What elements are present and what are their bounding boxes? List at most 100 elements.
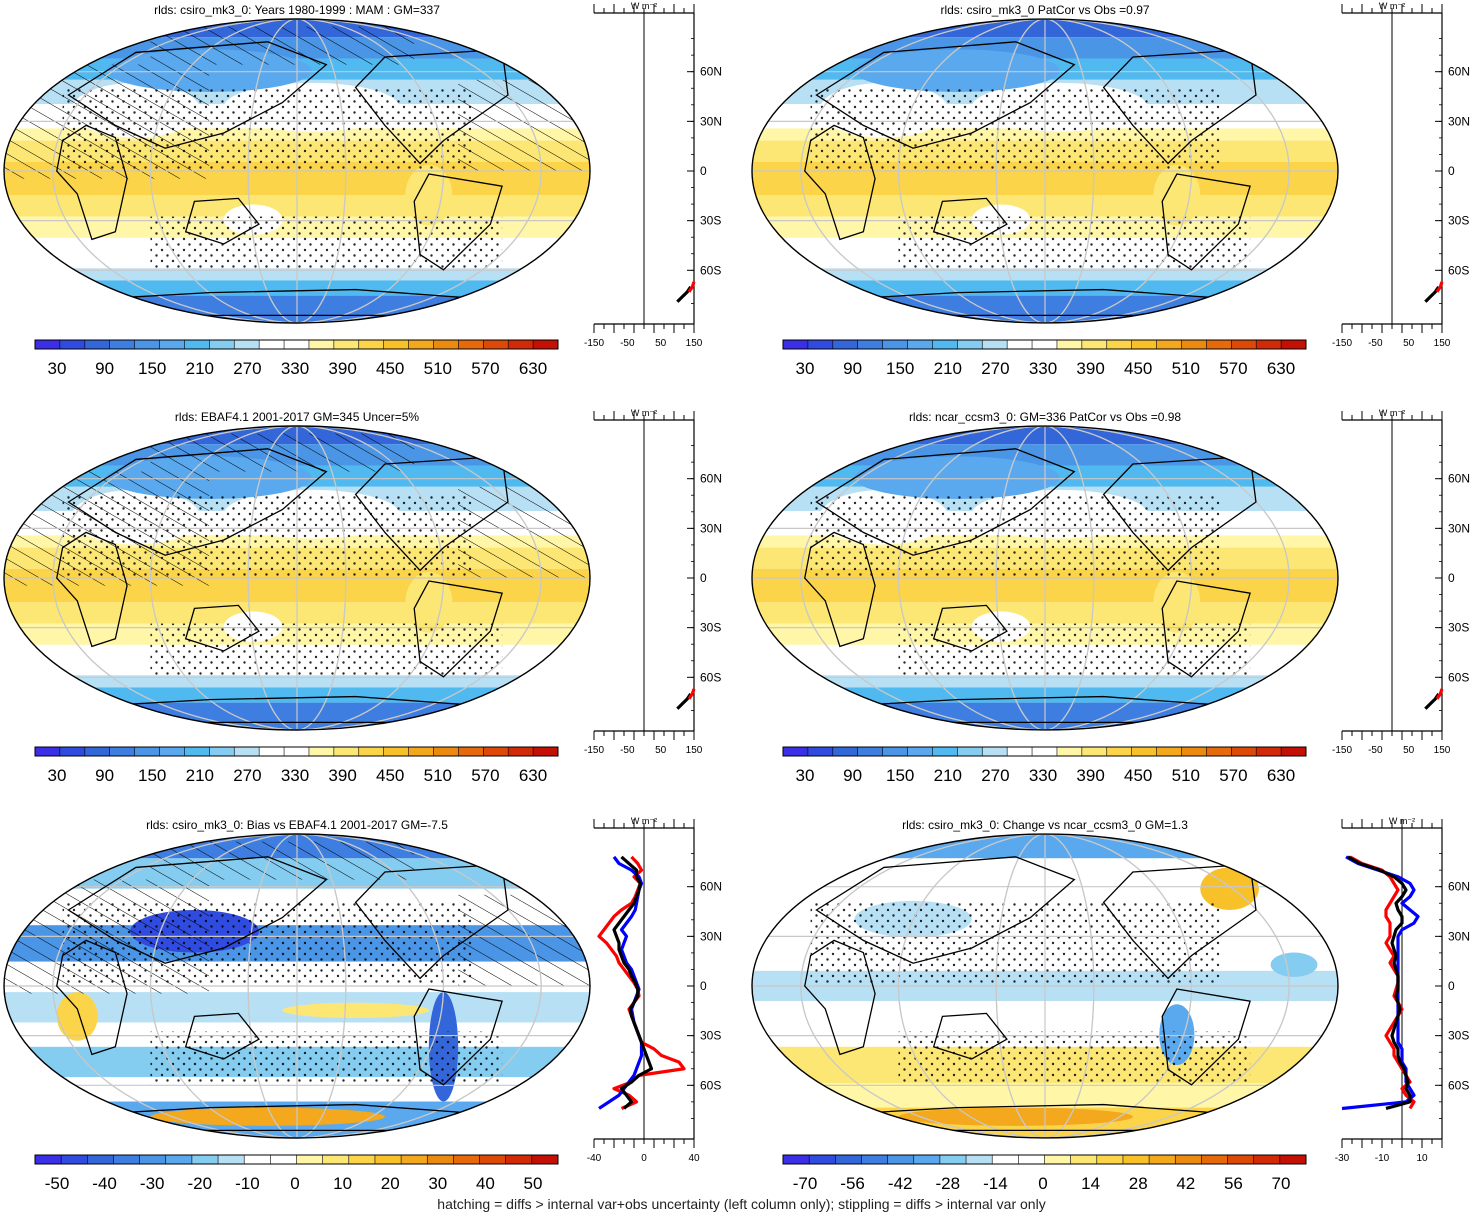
colorbar-swatch xyxy=(1096,1155,1124,1164)
colorbar-swatch xyxy=(191,1155,219,1164)
unit-label: W m⁻² xyxy=(1379,408,1405,418)
colorbar-tick-label: -50 xyxy=(45,1174,70,1193)
colorbar: 30 90 150 210 270 330 390 450 510 570 630 xyxy=(782,746,1307,785)
colorbar: -50 -40 -30 -20 -10 0 10 20 30 40 50 xyxy=(34,1154,559,1193)
colorbar-swatch xyxy=(508,340,534,349)
colorbar: 30 90 150 210 270 330 390 450 510 570 630 xyxy=(34,746,559,785)
colorbar-tick-label: -30 xyxy=(140,1174,165,1193)
colorbar-tick-label: 390 xyxy=(1076,359,1104,378)
colorbar-tick-label: 570 xyxy=(471,766,499,785)
colorbar-tick-label: 570 xyxy=(471,359,499,378)
colorbar-swatch xyxy=(159,747,185,756)
colorbar-swatch xyxy=(939,1155,967,1164)
colorbar-swatch xyxy=(259,747,285,756)
chart-title: rlds: ncar_ccsm3_0: GM=336 PatCor vs Obs… xyxy=(909,410,1181,424)
colorbar-swatch xyxy=(184,747,210,756)
colorbar-swatch xyxy=(433,340,459,349)
map-outline xyxy=(3,833,591,1139)
latitude-tick-label: 0 xyxy=(1448,164,1455,178)
colorbar-swatch xyxy=(139,1155,167,1164)
colorbar-swatch xyxy=(508,747,534,756)
profile-series-line xyxy=(1347,855,1412,1111)
colorbar: -70 -56 -42 -28 -14 0 14 28 42 56 70 xyxy=(782,1154,1307,1193)
colorbar-swatch xyxy=(783,747,809,756)
colorbar-swatch xyxy=(209,340,235,349)
unit-label: W m⁻² xyxy=(631,408,657,418)
latitude-tick-label: 30S xyxy=(700,214,721,228)
colorbar-swatch xyxy=(284,340,310,349)
map-field xyxy=(752,426,1338,730)
colorbar-tick-label: 450 xyxy=(376,359,404,378)
colorbar-swatch xyxy=(982,747,1008,756)
profile-series-line xyxy=(687,281,696,293)
colorbar-swatch xyxy=(165,1155,193,1164)
colorbar-tick-label: 270 xyxy=(981,359,1009,378)
colorbar-swatch xyxy=(1070,1155,1098,1164)
colorbar-swatch xyxy=(1227,1155,1255,1164)
colorbar-tick-label: 30 xyxy=(796,359,815,378)
colorbar-tick-label: -20 xyxy=(188,1174,213,1193)
hatching-overlay xyxy=(150,841,415,880)
colorbar-swatch xyxy=(109,340,136,349)
hatching-overlay xyxy=(458,79,590,171)
profile-x-tick-label: 150 xyxy=(686,338,703,349)
colorbar-tick-label: -10 xyxy=(235,1174,260,1193)
colorbar-swatch xyxy=(1279,1155,1307,1164)
hatching-overlay xyxy=(150,433,415,472)
colorbar-tick-label: 90 xyxy=(843,766,862,785)
colorbar-swatch xyxy=(1231,340,1257,349)
profile-series-line xyxy=(1424,692,1440,710)
chart-panel: rlds: ncar_ccsm3_0: GM=336 PatCor vs Obs… xyxy=(751,408,1470,785)
colorbar-swatch xyxy=(134,340,161,349)
chart-title: rlds: csiro_mk3_0: Bias vs EBAF4.1 2001-… xyxy=(146,818,448,832)
colorbar-tick-label: 330 xyxy=(1029,359,1057,378)
colorbar-tick-label: 90 xyxy=(95,766,114,785)
latitude-tick-label: 30S xyxy=(700,1029,721,1043)
latitude-tick-label: 30N xyxy=(700,521,722,535)
colorbar-tick-label: 390 xyxy=(1076,766,1104,785)
colorbar-tick-label: -56 xyxy=(840,1174,865,1193)
colorbar-tick-label: 0 xyxy=(1038,1174,1047,1193)
colorbar-swatch xyxy=(1056,340,1083,349)
profile-x-tick-label: -50 xyxy=(1368,745,1383,756)
profile-series-line xyxy=(687,688,696,700)
colorbar-swatch xyxy=(453,1155,481,1164)
colorbar-tick-label: 0 xyxy=(290,1174,299,1193)
colorbar-tick-label: 20 xyxy=(381,1174,400,1193)
colorbar-swatch xyxy=(882,340,909,349)
colorbar-tick-label: 270 xyxy=(233,766,261,785)
colorbar-swatch xyxy=(1032,340,1058,349)
colorbar: 30 90 150 210 270 330 390 450 510 570 630 xyxy=(34,339,559,378)
colorbar-tick-label: 50 xyxy=(524,1174,543,1193)
chart-title: rlds: csiro_mk3_0 PatCor vs Obs =0.97 xyxy=(940,3,1149,17)
colorbar-tick-label: 630 xyxy=(519,359,547,378)
colorbar-swatch xyxy=(59,747,86,756)
colorbar-swatch xyxy=(61,1155,88,1164)
colorbar-swatch xyxy=(857,747,884,756)
profile-x-tick-label: -150 xyxy=(584,338,604,349)
colorbar-tick-label: 210 xyxy=(186,766,214,785)
colorbar-tick-label: 450 xyxy=(1124,359,1152,378)
latitude-tick-label: 0 xyxy=(1448,571,1455,585)
profile-series-line xyxy=(612,855,654,1110)
chart-panel: rlds: csiro_mk3_0: Change vs ncar_ccsm3_… xyxy=(751,816,1470,1193)
colorbar-tick-label: 210 xyxy=(186,359,214,378)
unit-label: W m⁻² xyxy=(631,1,657,11)
profile-x-tick-label: -50 xyxy=(620,745,635,756)
colorbar-swatch xyxy=(408,747,434,756)
colorbar-swatch xyxy=(234,747,260,756)
profile-x-tick-label: -50 xyxy=(620,338,635,349)
colorbar-swatch xyxy=(1056,747,1083,756)
profile-x-tick-label: 0 xyxy=(641,1153,647,1164)
colorbar-swatch xyxy=(505,1155,533,1164)
colorbar-swatch xyxy=(861,1155,889,1164)
colorbar-tick-label: 90 xyxy=(95,359,114,378)
colorbar-swatch xyxy=(533,747,559,756)
colorbar-swatch xyxy=(1131,747,1158,756)
unit-label: W m⁻² xyxy=(631,816,657,826)
colorbar-tick-label: 210 xyxy=(934,766,962,785)
colorbar-swatch xyxy=(982,340,1008,349)
colorbar-swatch xyxy=(783,340,809,349)
colorbar-swatch xyxy=(84,747,111,756)
colorbar-tick-label: 510 xyxy=(1172,766,1200,785)
